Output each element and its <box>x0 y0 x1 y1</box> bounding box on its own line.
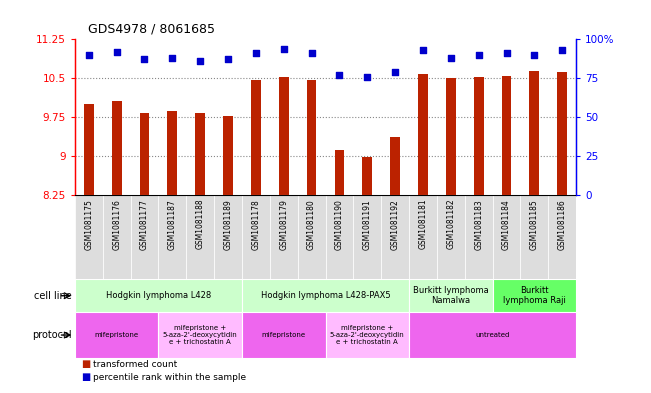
Text: protocol: protocol <box>32 330 72 340</box>
Bar <box>353 195 381 279</box>
Bar <box>502 75 512 195</box>
Text: percentile rank within the sample: percentile rank within the sample <box>93 373 246 382</box>
Text: mifepristone +
5-aza-2'-deoxycytidin
e + trichostatin A: mifepristone + 5-aza-2'-deoxycytidin e +… <box>330 325 405 345</box>
Text: transformed count: transformed count <box>93 360 177 369</box>
Bar <box>139 113 149 195</box>
Bar <box>548 195 576 279</box>
Bar <box>195 113 205 195</box>
Bar <box>363 157 372 195</box>
Text: Hodgkin lymphoma L428-PAX5: Hodgkin lymphoma L428-PAX5 <box>260 291 391 300</box>
Point <box>390 69 400 75</box>
Text: GSM1081188: GSM1081188 <box>196 199 204 250</box>
Text: Burkitt lymphoma
Namalwa: Burkitt lymphoma Namalwa <box>413 286 489 305</box>
Point <box>307 50 317 57</box>
Point <box>445 55 456 61</box>
Text: ■: ■ <box>81 359 90 369</box>
Point <box>167 55 178 61</box>
Text: GSM1081191: GSM1081191 <box>363 199 372 250</box>
Bar <box>493 195 520 279</box>
Bar <box>214 195 242 279</box>
Text: untreated: untreated <box>475 332 510 338</box>
Text: GSM1081178: GSM1081178 <box>251 199 260 250</box>
Bar <box>186 195 214 279</box>
Bar <box>270 195 298 279</box>
Bar <box>557 72 567 195</box>
Bar <box>418 74 428 195</box>
Text: Burkitt
lymphoma Raji: Burkitt lymphoma Raji <box>503 286 566 305</box>
Bar <box>242 279 409 312</box>
Point <box>111 49 122 55</box>
Bar <box>167 111 177 195</box>
Text: GDS4978 / 8061685: GDS4978 / 8061685 <box>88 22 215 35</box>
Bar <box>326 312 409 358</box>
Bar <box>84 104 94 195</box>
Bar <box>520 195 548 279</box>
Point <box>557 47 568 53</box>
Bar <box>158 195 186 279</box>
Bar <box>75 279 242 312</box>
Text: GSM1081177: GSM1081177 <box>140 199 149 250</box>
Point <box>195 58 206 64</box>
Bar <box>409 312 576 358</box>
Text: Hodgkin lymphoma L428: Hodgkin lymphoma L428 <box>105 291 211 300</box>
Bar <box>223 116 233 195</box>
Bar <box>307 80 316 195</box>
Text: GSM1081190: GSM1081190 <box>335 199 344 250</box>
Text: mifepristone: mifepristone <box>262 332 306 338</box>
Point <box>473 52 484 58</box>
Text: GSM1081184: GSM1081184 <box>502 199 511 250</box>
Bar <box>75 312 158 358</box>
Bar <box>103 195 131 279</box>
Bar <box>279 77 288 195</box>
Bar <box>112 101 122 195</box>
Point <box>83 52 94 58</box>
Text: mifepristone +
5-aza-2'-deoxycytidin
e + trichostatin A: mifepristone + 5-aza-2'-deoxycytidin e +… <box>163 325 238 345</box>
Point <box>139 56 150 62</box>
Point <box>362 73 372 80</box>
Text: GSM1081180: GSM1081180 <box>307 199 316 250</box>
Bar <box>335 149 344 195</box>
Text: GSM1081179: GSM1081179 <box>279 199 288 250</box>
Point <box>223 56 233 62</box>
Point <box>529 52 540 58</box>
Bar <box>409 279 493 312</box>
Bar <box>75 195 103 279</box>
Bar <box>326 195 353 279</box>
Text: GSM1081176: GSM1081176 <box>112 199 121 250</box>
Bar <box>158 312 242 358</box>
Text: GSM1081183: GSM1081183 <box>474 199 483 250</box>
Text: GSM1081181: GSM1081181 <box>419 199 428 250</box>
Text: mifepristone: mifepristone <box>94 332 139 338</box>
Bar <box>390 137 400 195</box>
Text: GSM1081187: GSM1081187 <box>168 199 177 250</box>
Text: GSM1081185: GSM1081185 <box>530 199 539 250</box>
Bar <box>131 195 158 279</box>
Point <box>501 50 512 57</box>
Bar <box>242 195 270 279</box>
Bar <box>529 72 539 195</box>
Point <box>418 47 428 53</box>
Bar <box>251 80 261 195</box>
Bar <box>409 195 437 279</box>
Point <box>251 50 261 57</box>
Bar <box>381 195 409 279</box>
Text: GSM1081189: GSM1081189 <box>223 199 232 250</box>
Bar <box>437 195 465 279</box>
Bar <box>446 78 456 195</box>
Bar <box>465 195 493 279</box>
Text: GSM1081192: GSM1081192 <box>391 199 400 250</box>
Point <box>334 72 344 78</box>
Bar <box>298 195 326 279</box>
Bar <box>493 279 576 312</box>
Text: GSM1081182: GSM1081182 <box>447 199 455 250</box>
Text: GSM1081186: GSM1081186 <box>558 199 567 250</box>
Text: GSM1081175: GSM1081175 <box>84 199 93 250</box>
Bar <box>242 312 326 358</box>
Point <box>279 46 289 52</box>
Text: cell line: cell line <box>34 291 72 301</box>
Text: ■: ■ <box>81 372 90 382</box>
Bar <box>474 77 484 195</box>
